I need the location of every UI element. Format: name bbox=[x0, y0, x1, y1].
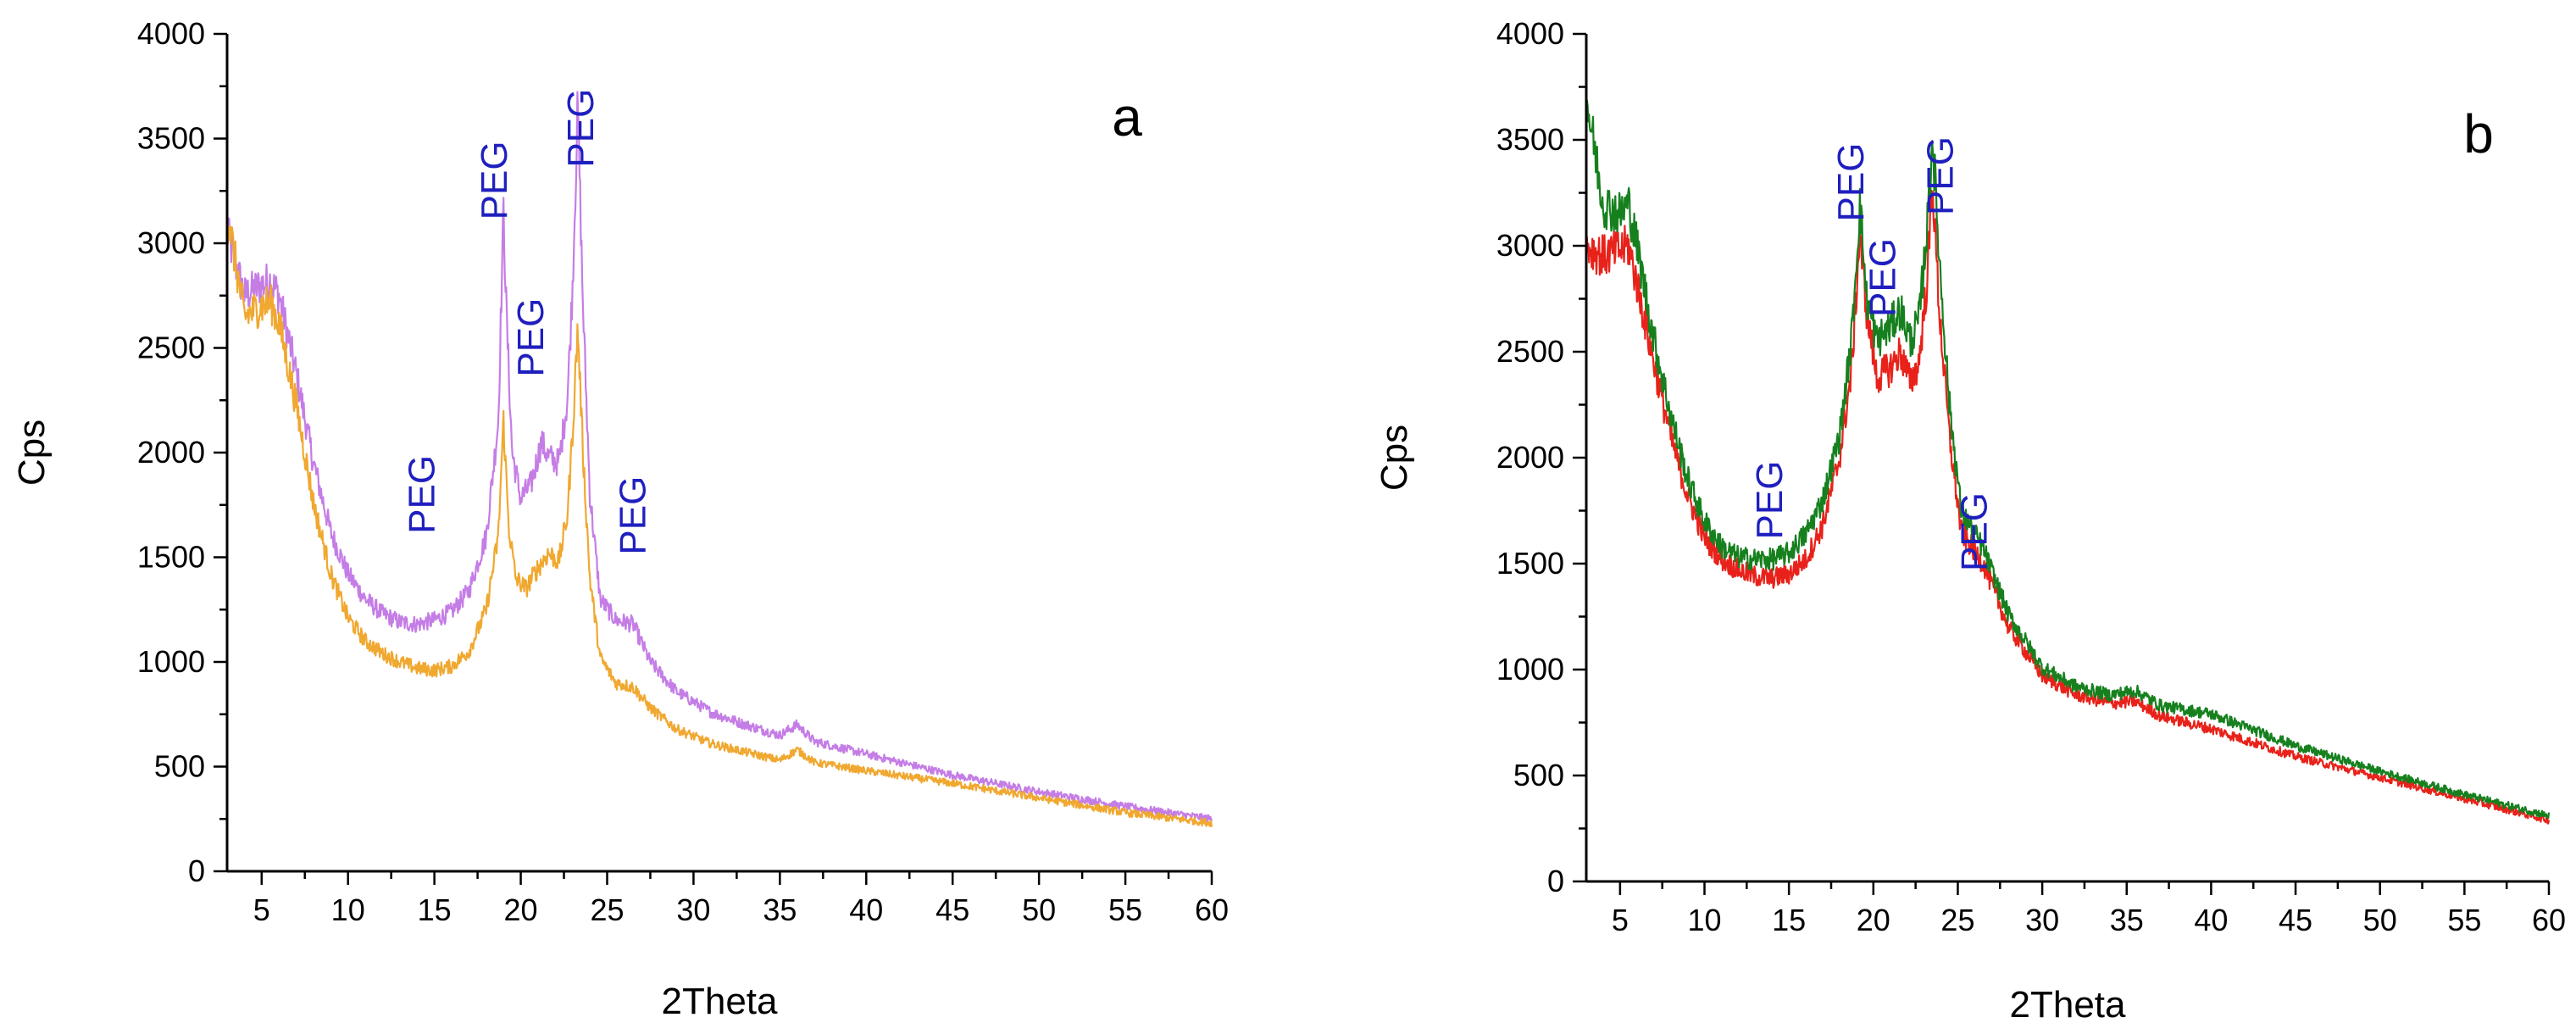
x-tick-label: 35 bbox=[2110, 903, 2144, 937]
x-tick-label: 50 bbox=[2363, 903, 2397, 937]
y-tick-label: 0 bbox=[188, 853, 205, 888]
y-tick-label: 1000 bbox=[1496, 652, 1564, 687]
y-tick-label: 2000 bbox=[137, 435, 205, 470]
peak-annotation: PEG bbox=[1919, 136, 1961, 215]
peak-annotation: PEG bbox=[402, 455, 443, 534]
series-line-2 bbox=[225, 223, 1213, 828]
peak-annotation: PEG bbox=[1953, 492, 1995, 571]
peak-annotation: PEG bbox=[1749, 461, 1790, 540]
x-tick-label: 25 bbox=[590, 892, 624, 927]
peak-annotation: PEG bbox=[612, 476, 653, 555]
y-tick-label: 2000 bbox=[1496, 440, 1564, 475]
series-line-1 bbox=[1585, 189, 2551, 825]
peak-annotation: PEG bbox=[560, 89, 602, 168]
panel-letter: b bbox=[2463, 103, 2494, 164]
y-tick-label: 0 bbox=[1547, 864, 1564, 898]
x-tick-label: 10 bbox=[1687, 903, 1721, 937]
x-tick-label: 15 bbox=[1772, 903, 1806, 937]
x-tick-label: 55 bbox=[1108, 892, 1142, 927]
x-tick-label: 5 bbox=[253, 892, 270, 927]
x-tick-label: 45 bbox=[2279, 903, 2312, 937]
peak-annotation: PEG bbox=[510, 298, 552, 377]
x-tick-label: 40 bbox=[2194, 903, 2228, 937]
x-axis-title: 2Theta bbox=[662, 981, 779, 1022]
y-tick-label: 4000 bbox=[137, 16, 205, 51]
y-tick-label: 500 bbox=[154, 749, 205, 784]
x-axis-title: 2Theta bbox=[2010, 984, 2127, 1026]
x-tick-label: 60 bbox=[2532, 903, 2566, 937]
x-tick-label: 25 bbox=[1940, 903, 1974, 937]
y-tick-label: 1500 bbox=[137, 540, 205, 575]
x-tick-label: 30 bbox=[676, 892, 710, 927]
x-tick-label: 55 bbox=[2447, 903, 2481, 937]
panel-letter: a bbox=[1112, 86, 1142, 147]
y-tick-label: 4000 bbox=[1496, 16, 1564, 51]
x-tick-label: 5 bbox=[1612, 903, 1629, 937]
y-tick-label: 1000 bbox=[137, 644, 205, 679]
y-tick-label: 500 bbox=[1513, 758, 1564, 792]
y-tick-label: 3500 bbox=[137, 121, 205, 156]
y-tick-label: 2500 bbox=[1496, 334, 1564, 369]
x-tick-label: 60 bbox=[1195, 892, 1229, 927]
peak-annotation: PEG bbox=[474, 141, 515, 220]
y-axis-title: Cps bbox=[11, 420, 53, 486]
series-line-2 bbox=[1585, 99, 2551, 820]
series-line-1 bbox=[225, 91, 1213, 823]
x-tick-label: 50 bbox=[1022, 892, 1056, 927]
y-tick-label: 3000 bbox=[1496, 228, 1564, 263]
y-tick-label: 2500 bbox=[137, 331, 205, 365]
x-tick-label: 15 bbox=[418, 892, 452, 927]
x-tick-label: 40 bbox=[849, 892, 883, 927]
x-tick-label: 45 bbox=[935, 892, 969, 927]
panel-b: 5 10 15 20 25 30 35 40 45 50 55 60 0 500 1000 1500 2000 2… bbox=[1374, 16, 2566, 1026]
x-tick-label: 20 bbox=[1857, 903, 1890, 937]
y-tick-label: 3000 bbox=[137, 225, 205, 260]
x-tick-label: 35 bbox=[763, 892, 797, 927]
peak-annotation: PEG bbox=[1863, 238, 1904, 317]
peak-annotation: PEG bbox=[1830, 143, 1872, 222]
y-tick-label: 1500 bbox=[1496, 546, 1564, 581]
panel-a: 5 10 15 20 25 30 35 40 45 50 55 60 0 500 1000 1500 2000 2… bbox=[11, 16, 1229, 1022]
x-tick-label: 30 bbox=[2025, 903, 2059, 937]
x-tick-label: 20 bbox=[504, 892, 538, 927]
y-tick-label: 3500 bbox=[1496, 122, 1564, 157]
x-tick-label: 10 bbox=[331, 892, 365, 927]
y-axis-title: Cps bbox=[1374, 425, 1415, 491]
